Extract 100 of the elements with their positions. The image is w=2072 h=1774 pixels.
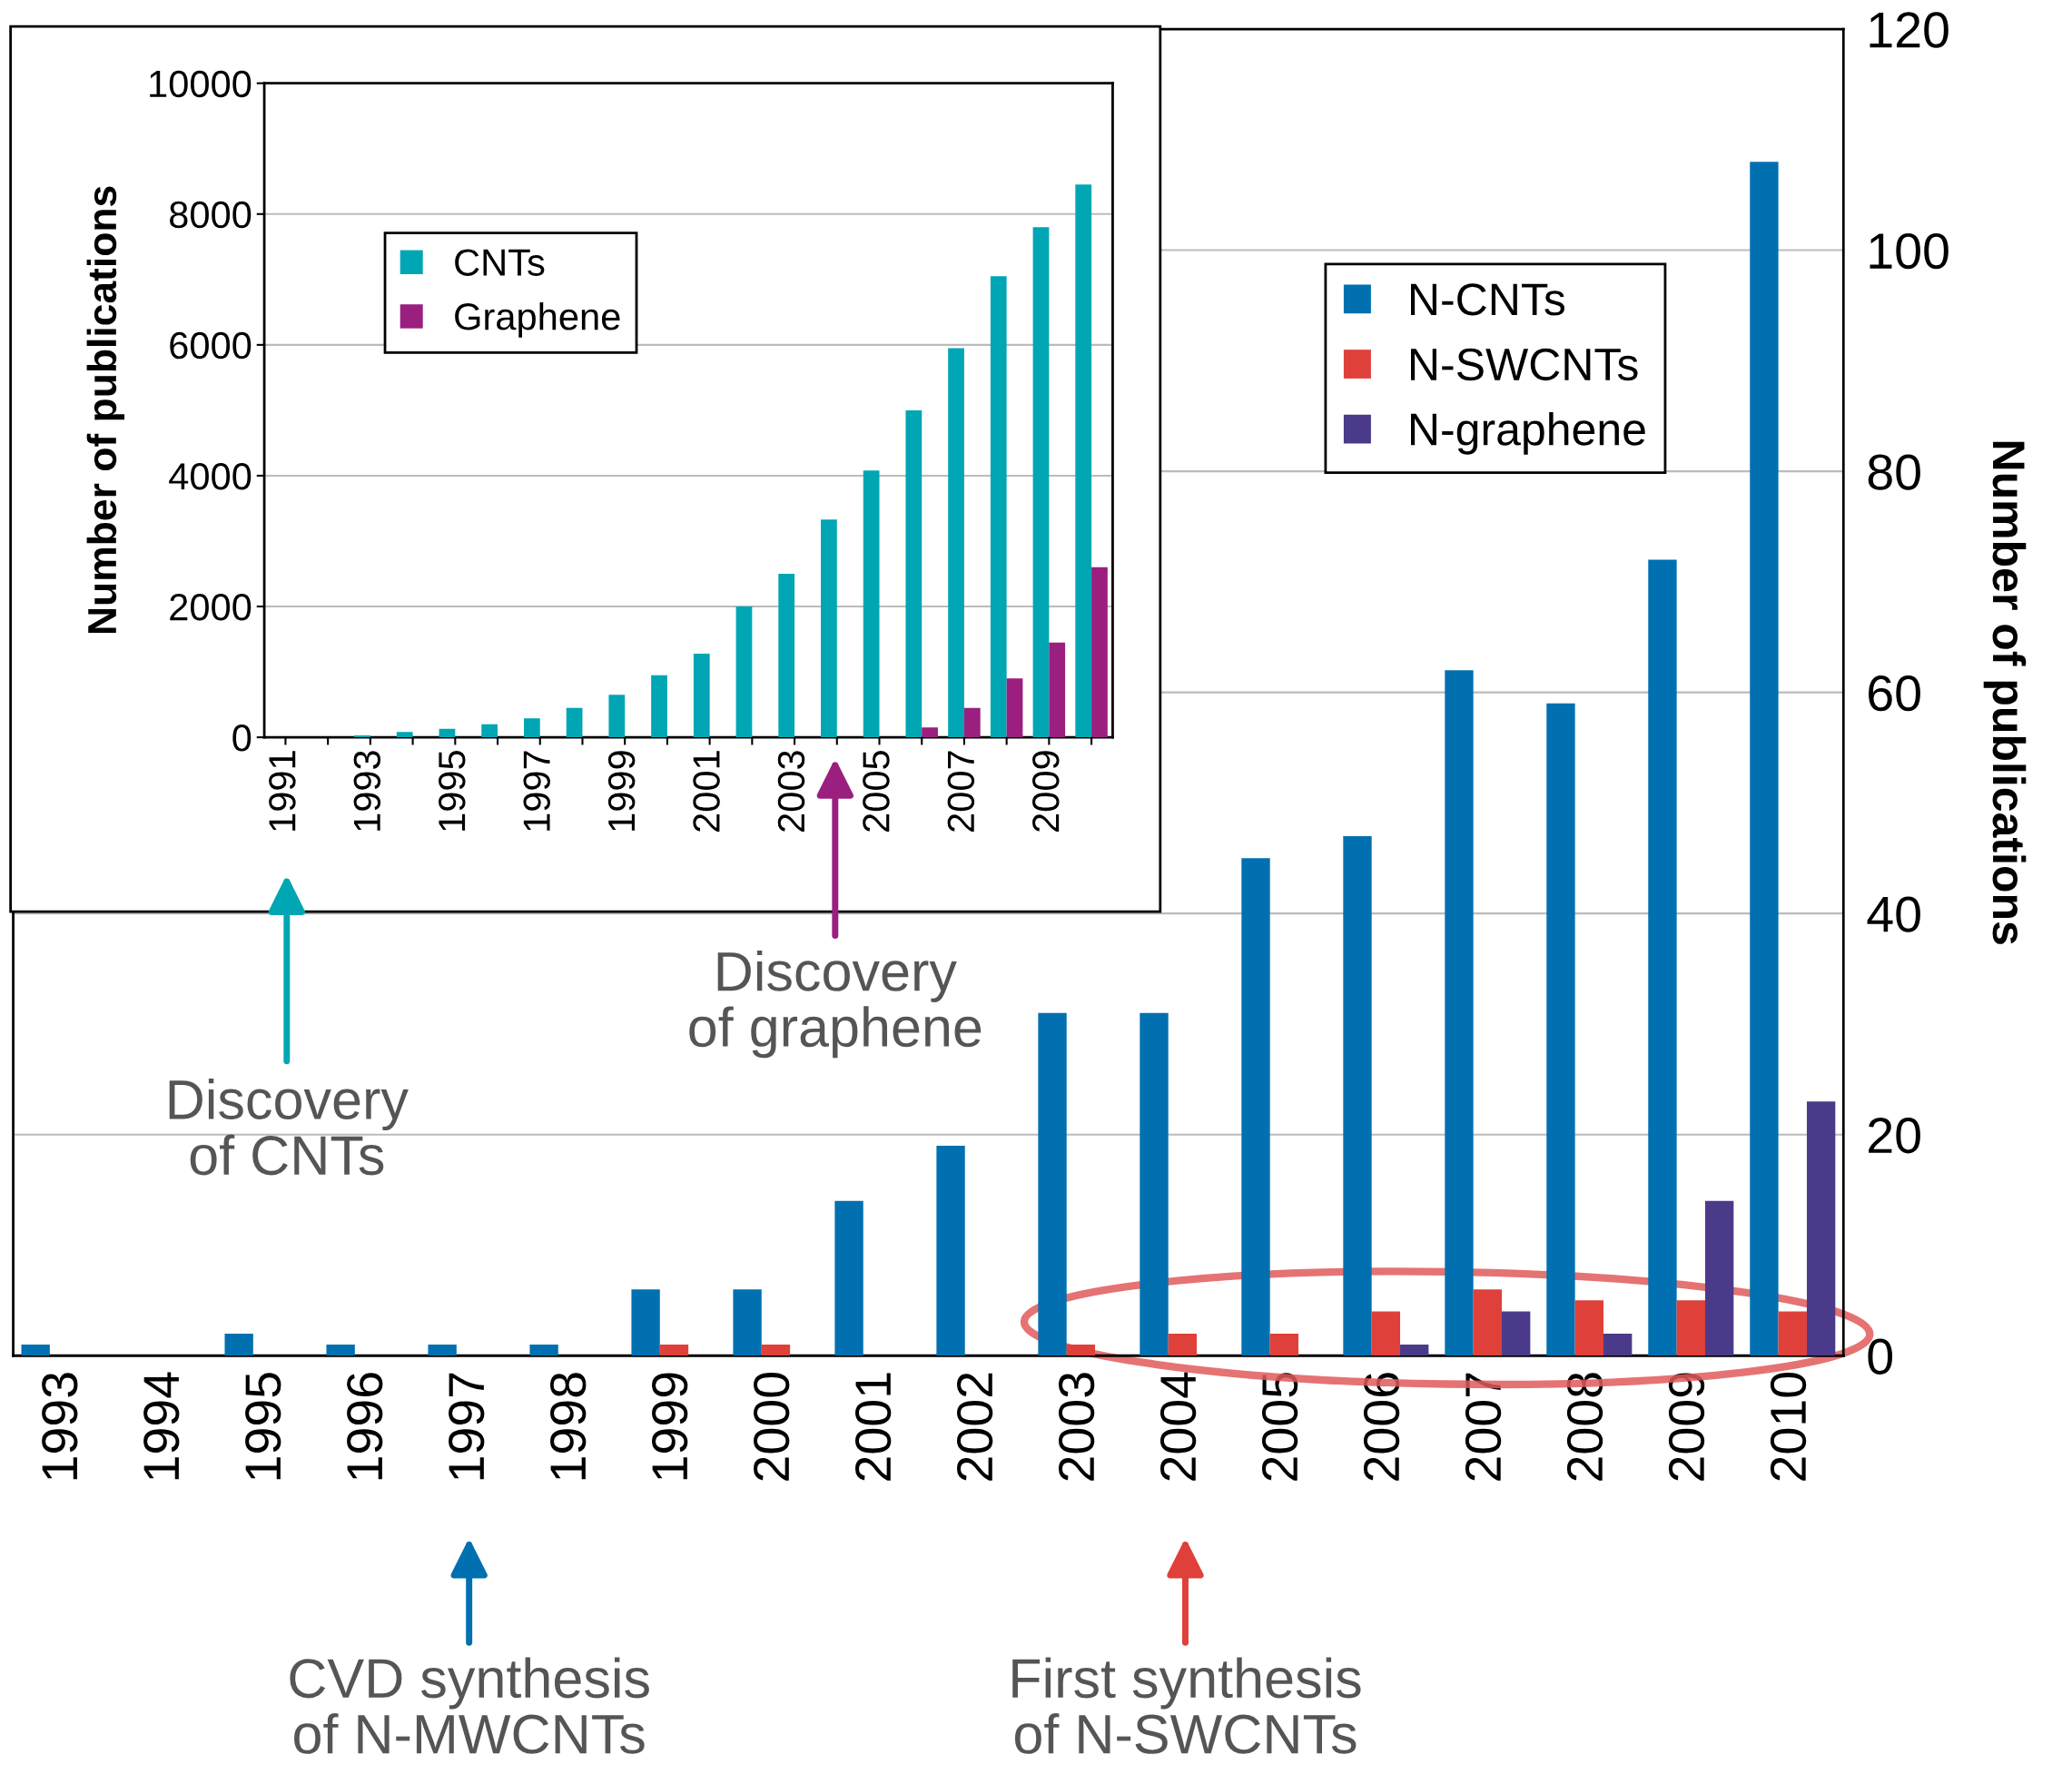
bar — [1400, 1345, 1429, 1356]
annotation: Discovery of graphene — [689, 950, 982, 1059]
y-tick-label: 8000 — [170, 201, 252, 229]
bar — [1676, 1300, 1705, 1356]
y-tick-label: 4000 — [169, 462, 252, 490]
x-tick-label: 1995 — [438, 751, 466, 831]
bar — [1546, 703, 1575, 1356]
x-tick-label: 1995 — [245, 1373, 281, 1480]
x-tick-label: 1997 — [449, 1373, 485, 1480]
bar — [1168, 1333, 1198, 1356]
bar — [1603, 1333, 1633, 1356]
x-tick-label: 1997 — [523, 751, 550, 831]
x-tick-label: 2009 — [1668, 1373, 1705, 1481]
x-tick-label: 2000 — [754, 1373, 790, 1481]
bar — [922, 727, 938, 738]
x-tick-label: 2010 — [1770, 1373, 1807, 1481]
bar — [608, 695, 626, 738]
bar — [428, 1345, 457, 1356]
bar — [651, 675, 667, 738]
bar — [1806, 1101, 1836, 1356]
bar — [1473, 1289, 1503, 1356]
x-tick-label: 1994 — [143, 1372, 180, 1480]
bar — [1648, 559, 1677, 1356]
bar — [659, 1345, 689, 1356]
bar — [439, 728, 456, 738]
y2-tick-label: 60 — [1869, 675, 1920, 712]
bar — [1502, 1311, 1531, 1356]
bar — [1006, 678, 1023, 738]
bar — [761, 1345, 791, 1356]
bar — [778, 574, 795, 738]
bar — [1704, 1200, 1734, 1356]
y2-tick-label: 0 — [1868, 1338, 1893, 1375]
bar — [1343, 835, 1372, 1356]
x-tick-label: 2005 — [1261, 1373, 1298, 1481]
x-tick-label: 2001 — [693, 751, 720, 832]
bar — [990, 276, 1007, 738]
bar — [1241, 858, 1270, 1356]
x-tick-label: 2006 — [1363, 1373, 1400, 1481]
y-tick-label: 0 — [232, 724, 252, 752]
bar — [821, 519, 837, 738]
text: First synthesis of N-SWCNTs — [1012, 1657, 1361, 1754]
y2-tick-label: 40 — [1867, 896, 1920, 932]
bar — [1371, 1311, 1401, 1356]
y-tick-label: 10000 — [150, 70, 252, 98]
bar — [936, 1145, 965, 1356]
bar — [1032, 227, 1050, 738]
y2-axis-title: Number of publications — [1983, 441, 2027, 944]
bar — [1038, 1012, 1067, 1356]
bar — [1750, 162, 1779, 1356]
text: CVD synthesis of N-MWCNTs — [290, 1657, 649, 1754]
x-tick-label: 2005 — [863, 751, 890, 832]
x-tick-label: 2003 — [1058, 1373, 1095, 1481]
bar — [1066, 1345, 1096, 1356]
x-tick-label: 2002 — [956, 1373, 993, 1481]
bar — [1140, 1012, 1169, 1356]
bar — [1778, 1311, 1807, 1356]
bar — [834, 1200, 863, 1356]
x-tick-label: 1999 — [607, 751, 636, 831]
x-tick-label: 2008 — [1566, 1373, 1603, 1481]
y2-tick-label: 80 — [1868, 454, 1920, 490]
bar — [693, 653, 710, 738]
x-tick-label: 2007 — [947, 751, 975, 832]
y2-tick-label: 100 — [1870, 232, 1949, 270]
x-tick-label: 1996 — [347, 1373, 383, 1480]
y2-tick-label: 20 — [1869, 1118, 1920, 1154]
bar — [1075, 184, 1092, 738]
legend-label: N-graphene — [1411, 412, 1645, 455]
bar — [326, 1345, 355, 1356]
x-tick-label: 1999 — [652, 1373, 688, 1480]
y-tick-label: 2000 — [170, 594, 252, 621]
bar — [1049, 642, 1066, 738]
bar — [396, 732, 413, 738]
legend-label: N-SWCNTs — [1411, 348, 1638, 381]
bar — [354, 734, 370, 738]
bar — [1445, 670, 1474, 1356]
x-tick-label: 1993 — [353, 751, 381, 831]
x-tick-label: 1998 — [550, 1373, 587, 1480]
y-tick-label: 6000 — [170, 331, 252, 360]
x-tick-label: 2001 — [855, 1373, 892, 1481]
bar — [863, 470, 880, 738]
bar — [224, 1333, 253, 1356]
bar — [733, 1289, 762, 1356]
bar — [481, 724, 498, 738]
bar — [1269, 1333, 1299, 1356]
y-axis-title: Number of publications — [86, 186, 125, 634]
bar — [1091, 567, 1108, 738]
legend-label: CNTs — [455, 249, 545, 276]
bar — [566, 707, 583, 738]
x-tick-label: 2003 — [777, 751, 805, 832]
bar — [631, 1289, 660, 1356]
bar — [905, 409, 923, 738]
legend-label: Graphene — [455, 301, 620, 338]
annotation: Discovery of CNTs — [169, 1079, 409, 1176]
x-tick-label: 2009 — [1032, 751, 1060, 832]
bar — [21, 1345, 50, 1356]
bar — [963, 707, 981, 738]
x-tick-label: 1993 — [42, 1373, 78, 1480]
bar — [948, 348, 964, 738]
x-tick-label: 1991 — [269, 751, 296, 831]
x-tick-label: 2004 — [1159, 1372, 1197, 1481]
